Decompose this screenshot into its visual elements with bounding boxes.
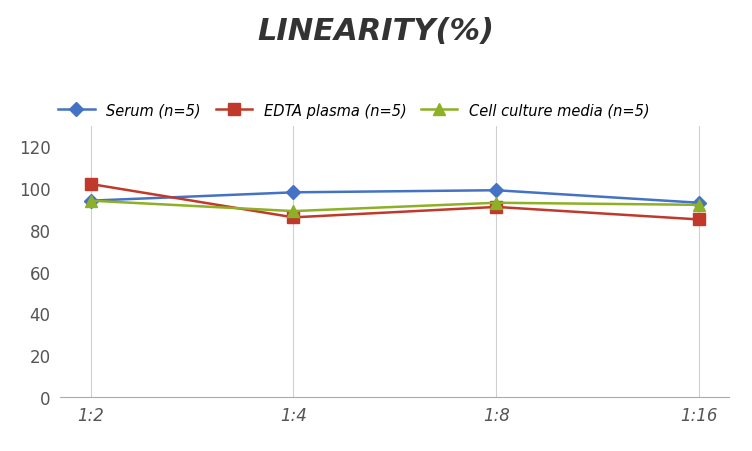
Serum (n=5) xyxy=(695,201,704,206)
Serum (n=5) xyxy=(492,188,501,193)
Line: Serum (n=5): Serum (n=5) xyxy=(86,186,704,208)
Text: LINEARITY(%): LINEARITY(%) xyxy=(257,17,495,46)
EDTA plasma (n=5) xyxy=(289,215,298,221)
Line: EDTA plasma (n=5): EDTA plasma (n=5) xyxy=(85,179,705,226)
Cell culture media (n=5) xyxy=(492,201,501,206)
EDTA plasma (n=5) xyxy=(86,182,95,187)
Legend: Serum (n=5), EDTA plasma (n=5), Cell culture media (n=5): Serum (n=5), EDTA plasma (n=5), Cell cul… xyxy=(53,97,656,124)
EDTA plasma (n=5) xyxy=(492,205,501,210)
Cell culture media (n=5) xyxy=(289,209,298,214)
Line: Cell culture media (n=5): Cell culture media (n=5) xyxy=(84,195,705,218)
Cell culture media (n=5) xyxy=(86,198,95,204)
Cell culture media (n=5) xyxy=(695,202,704,208)
Serum (n=5) xyxy=(289,190,298,196)
EDTA plasma (n=5) xyxy=(695,217,704,223)
Serum (n=5) xyxy=(86,198,95,204)
